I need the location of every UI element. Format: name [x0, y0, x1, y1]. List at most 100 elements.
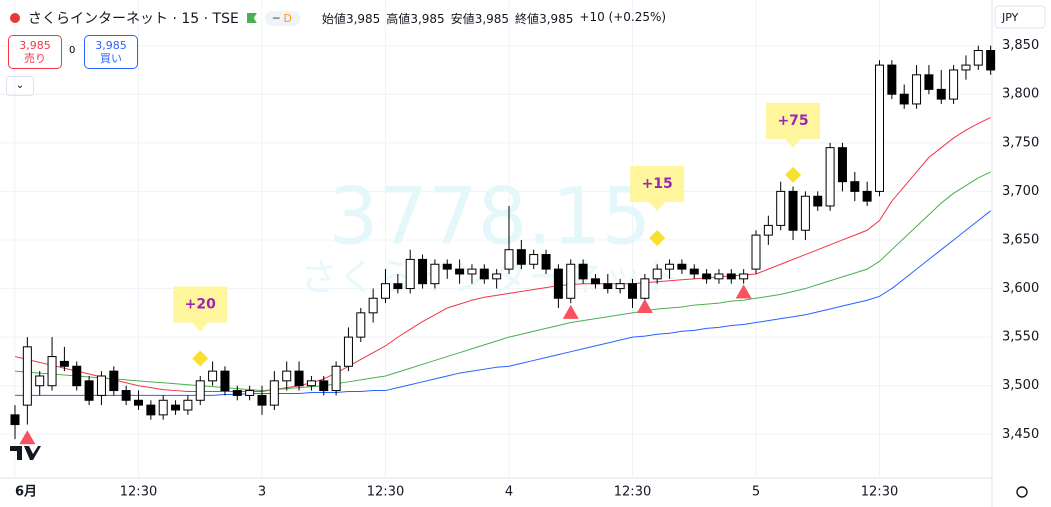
candle-body — [356, 312, 366, 338]
candle-body — [603, 283, 613, 290]
ohlc-label: 始値 — [321, 11, 346, 26]
buy-price: 3,985 — [95, 39, 127, 52]
flag[interactable] — [246, 13, 257, 23]
candle-body — [702, 273, 712, 280]
candle-body — [949, 69, 959, 100]
y-tick-label: 3,500 — [1002, 378, 1039, 393]
candle-body — [257, 394, 267, 406]
candle-body — [343, 336, 353, 367]
profit-label-box — [766, 102, 821, 148]
candle-body — [665, 263, 675, 270]
candle-body — [677, 263, 687, 270]
x-tick-label: 5 — [752, 485, 760, 500]
x-tick-label: 4 — [505, 485, 513, 500]
ohlc-value: 3,985 — [539, 11, 574, 26]
candle-body — [504, 249, 514, 270]
candle-body — [739, 273, 749, 280]
candle-body — [455, 268, 465, 275]
sell-label: 売り — [24, 52, 46, 65]
symbol-icon — [10, 13, 20, 23]
ohlc-change: +10 (+0.25%) — [579, 9, 667, 24]
settings-icon[interactable] — [1016, 486, 1028, 498]
y-tick-label: 3,450 — [1002, 427, 1039, 442]
buy-signal — [562, 304, 579, 319]
candle-body — [232, 390, 242, 396]
profit-signal — [192, 350, 209, 367]
candle-body — [813, 195, 823, 207]
profit-signal — [785, 166, 802, 183]
candle-body — [492, 273, 502, 280]
candle-body — [368, 297, 378, 314]
y-tick-label: 3,800 — [1002, 87, 1039, 102]
x-tick-label: 12:30 — [120, 485, 157, 500]
candle-body — [245, 390, 255, 396]
candle-body — [615, 283, 625, 290]
candle-body — [776, 190, 786, 226]
candle-body — [208, 370, 218, 382]
candle-body — [35, 375, 45, 387]
session: D — [283, 11, 292, 25]
candle-body — [640, 278, 650, 299]
candle-body — [837, 147, 847, 183]
ohlc-item: 始値3,985 — [322, 10, 380, 27]
buy-button[interactable]: 3,985 買い — [84, 35, 138, 69]
buy-signal — [19, 430, 36, 445]
x-tick-label: 6月 — [15, 485, 37, 500]
y-tick-label: 3,850 — [1002, 38, 1039, 53]
profit-label-box — [173, 286, 228, 332]
moving-average — [14, 117, 991, 393]
x-tick-label: 12:30 — [861, 485, 898, 500]
candle-body — [331, 365, 341, 392]
candle-body — [418, 258, 428, 285]
candle-body — [763, 224, 773, 236]
candle-body — [294, 370, 304, 387]
candle-body — [405, 258, 415, 290]
profit-label: +20 — [185, 297, 216, 313]
currency-box[interactable] — [994, 5, 1046, 29]
ohlc-value: 3,985 — [345, 11, 381, 26]
candle-body — [541, 254, 551, 270]
candle-body — [850, 181, 860, 192]
y-tick-label: 3,550 — [1002, 330, 1039, 345]
watermark-name: さくらインターネット — [300, 256, 680, 300]
candle-body — [726, 273, 736, 280]
collapse-button[interactable]: ⌄ — [6, 76, 34, 96]
candle-body — [566, 263, 576, 299]
candle-body — [578, 263, 588, 280]
candle-body — [912, 74, 922, 105]
sell-price: 3,985 — [19, 39, 51, 52]
ohlc-label: 高値 — [386, 11, 411, 26]
symbol: さくらインターネット · 15 · TSE — [28, 11, 239, 27]
profit-label: +15 — [642, 176, 673, 192]
ohlc-label: 安値 — [450, 11, 475, 26]
session-pill[interactable]: ━ D — [264, 10, 300, 26]
candle-body — [171, 404, 181, 411]
ohlc-value: 3,985 — [474, 11, 510, 26]
watermark-price: 3778.15 — [329, 172, 652, 262]
candle-body — [319, 380, 329, 392]
candle-body — [751, 234, 761, 270]
candle-body — [134, 399, 143, 406]
profit-signal — [649, 230, 666, 247]
ohlc-item: 終値3,985 — [515, 10, 573, 27]
profit-label-box — [630, 166, 685, 212]
candle-body — [529, 254, 539, 265]
candle-body — [516, 249, 526, 265]
header: さくらインターネット · 15 · TSE ━ D 始値3,985 高値3,985 安… — [10, 8, 666, 28]
currency: JPY — [1001, 11, 1019, 24]
candle-body — [862, 190, 872, 202]
candle-body — [393, 283, 403, 290]
candle-body — [887, 64, 897, 95]
sell-button[interactable]: 3,985 売り — [8, 35, 62, 69]
candle-body — [479, 268, 489, 280]
ohlc: 始値3,985 高値3,985 安値3,985 終値3,985 +10 (+0.25%) — [322, 10, 666, 27]
candle-body — [121, 390, 131, 401]
spread: 0 — [69, 45, 76, 56]
candle-body — [553, 268, 563, 299]
ohlc-item: 安値3,985 — [451, 10, 509, 27]
x-tick-label: 12:30 — [614, 485, 651, 500]
y-tick-label: 3,700 — [1002, 184, 1039, 199]
candle-body — [875, 64, 884, 192]
candle-body — [467, 268, 477, 275]
